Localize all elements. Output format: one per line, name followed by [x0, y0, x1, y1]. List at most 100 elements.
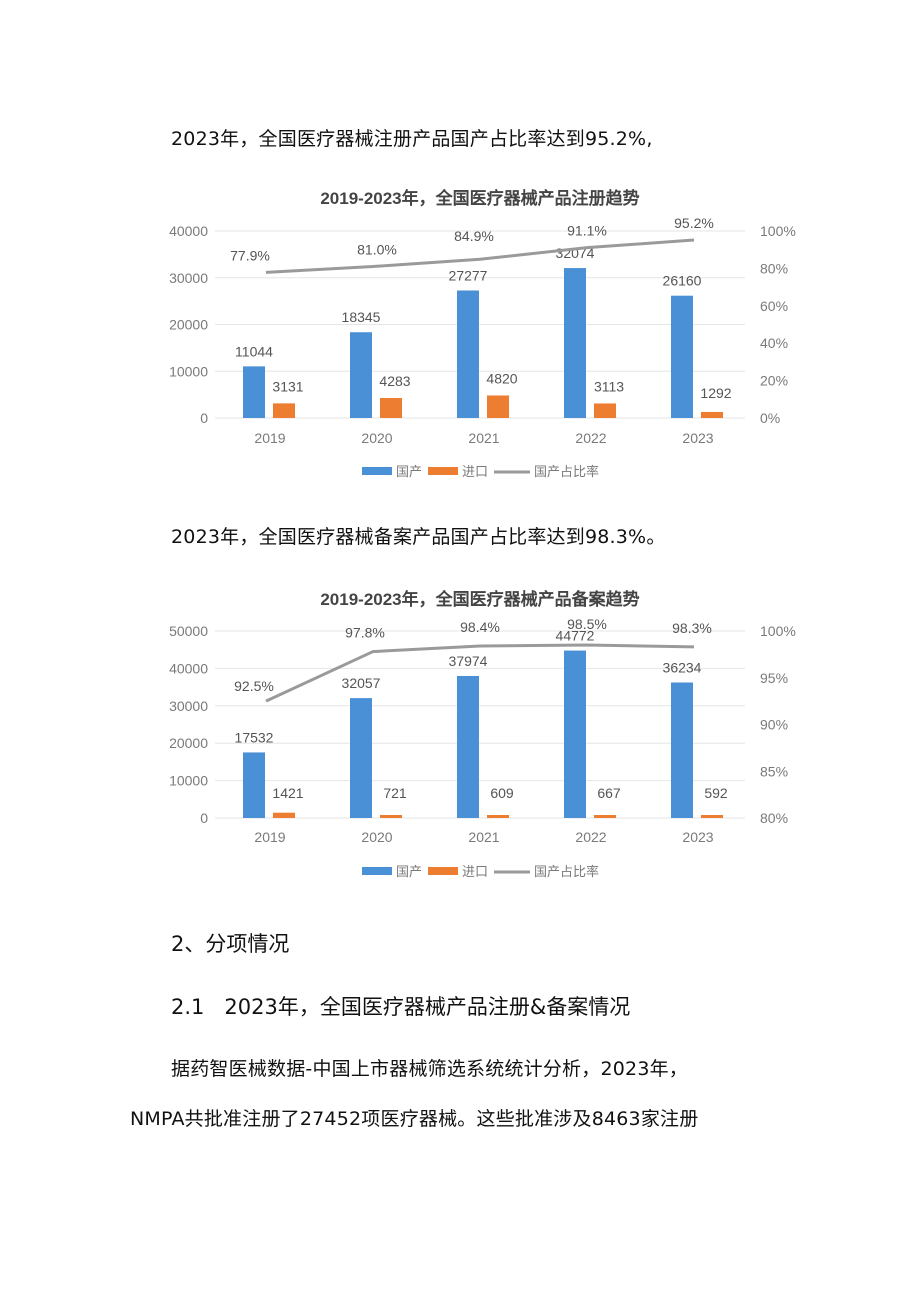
bar-domestic	[243, 752, 265, 818]
ratio-label: 98.5%	[567, 616, 607, 632]
ratio-label: 98.4%	[460, 619, 500, 635]
bar-domestic	[457, 290, 479, 418]
ratio-label: 84.9%	[454, 228, 494, 244]
right-axis-tick: 60%	[760, 298, 788, 314]
ratio-label: 77.9%	[230, 247, 270, 263]
left-axis-tick: 0	[200, 810, 208, 826]
bar-label-domestic: 11044	[235, 343, 273, 359]
bar-label-domestic: 27277	[449, 267, 488, 283]
bar-label-import: 609	[490, 785, 514, 801]
category-label: 2021	[468, 430, 499, 446]
legend-swatch-import	[428, 467, 458, 475]
right-axis-tick: 20%	[760, 373, 788, 389]
bar-import	[487, 815, 509, 818]
bar-import	[701, 815, 723, 818]
bar-label-domestic: 26160	[663, 273, 702, 289]
left-axis-tick: 40000	[169, 660, 208, 676]
bar-label-domestic: 37974	[449, 653, 488, 669]
left-axis-tick: 50000	[169, 623, 208, 639]
bar-domestic	[564, 650, 586, 818]
chart-title: 2019-2023年，全国医疗器械产品备案趋势	[320, 589, 639, 609]
chart-title: 2019-2023年，全国医疗器械产品注册趋势	[320, 188, 639, 208]
bar-domestic	[457, 675, 479, 818]
ratio-label: 95.2%	[674, 215, 714, 231]
bar-domestic	[243, 366, 265, 418]
legend-swatch-domestic	[362, 867, 392, 875]
bar-label-import: 1421	[272, 785, 303, 801]
ratio-label: 92.5%	[234, 678, 274, 694]
ratio-label: 91.1%	[567, 223, 607, 239]
bar-label-import: 721	[383, 785, 407, 801]
bar-label-import: 3113	[594, 378, 624, 394]
bar-domestic	[671, 682, 693, 818]
bar-import	[487, 395, 509, 418]
bar-import	[380, 397, 402, 418]
right-axis-tick: 80%	[760, 260, 788, 276]
bar-label-import: 3131	[272, 378, 303, 394]
legend-swatch-import	[428, 867, 458, 875]
bar-import	[380, 815, 402, 818]
right-axis-tick: 0%	[760, 410, 780, 426]
ratio-label: 97.8%	[345, 625, 385, 641]
left-axis-tick: 0	[200, 410, 208, 426]
ratio-line	[265, 238, 695, 274]
paragraph-analysis-line1: 据药智医械数据-中国上市器械筛选系统统计分析，2023年，	[171, 1058, 689, 1080]
bar-label-domestic: 18345	[342, 309, 381, 325]
category-label: 2020	[361, 829, 392, 845]
category-label: 2020	[361, 430, 392, 446]
left-axis-tick: 10000	[169, 363, 208, 379]
bar-label-domestic: 44772	[556, 628, 595, 644]
legend-label-import: 进口	[462, 464, 488, 479]
bar-import	[273, 812, 295, 818]
category-label: 2022	[575, 430, 606, 446]
right-axis-tick: 40%	[760, 335, 788, 351]
category-label: 2022	[575, 829, 606, 845]
bar-label-import: 1292	[700, 385, 731, 401]
right-axis-tick: 85%	[760, 763, 788, 779]
paragraph-registration-ratio: 2023年，全国医疗器械注册产品国产占比率达到95.2%,	[171, 128, 653, 150]
legend-label-import: 进口	[462, 864, 488, 879]
left-axis-tick: 40000	[169, 223, 208, 239]
bar-import	[594, 403, 616, 418]
left-axis-tick: 10000	[169, 773, 208, 789]
bar-label-import: 4820	[486, 370, 517, 386]
bar-import	[594, 815, 616, 818]
category-label: 2019	[254, 430, 285, 446]
legend-label-domestic: 国产	[396, 464, 422, 479]
bar-label-import: 667	[597, 785, 621, 801]
bar-label-domestic: 36234	[663, 659, 702, 675]
filing-trend-chart: 2019-2023年，全国医疗器械产品备案趋势 0 10000 20000 30000 4…	[169, 589, 796, 879]
bar-domestic	[671, 295, 693, 418]
category-label: 2021	[468, 829, 499, 845]
legend-label-ratio: 国产占比率	[534, 464, 599, 479]
bar-label-domestic: 32057	[342, 675, 381, 691]
bar-domestic	[564, 268, 586, 418]
right-axis-tick: 95%	[760, 670, 788, 686]
bar-label-import: 4283	[379, 373, 410, 389]
bar-import	[701, 411, 723, 418]
bar-label-import: 592	[704, 785, 728, 801]
left-axis-tick: 30000	[169, 698, 208, 714]
category-label: 2023	[682, 430, 713, 446]
legend-swatch-domestic	[362, 467, 392, 475]
bar-label-domestic: 17532	[235, 729, 274, 745]
category-label: 2023	[682, 829, 713, 845]
legend-label-domestic: 国产	[396, 864, 422, 879]
paragraph-filing-ratio: 2023年，全国医疗器械备案产品国产占比率达到98.3%。	[171, 526, 666, 548]
ratio-line	[265, 643, 695, 703]
right-axis-tick: 100%	[760, 623, 796, 639]
ratio-label: 98.3%	[672, 620, 712, 636]
section-heading-2: 2、分项情况	[171, 932, 290, 956]
right-axis-tick: 80%	[760, 810, 788, 826]
bar-domestic	[350, 332, 372, 418]
paragraph-analysis-line2: NMPA共批准注册了27452项医疗器械。这些批准涉及8463家注册	[130, 1108, 699, 1130]
bar-domestic	[350, 698, 372, 818]
left-axis-tick: 20000	[169, 735, 208, 751]
category-label: 2019	[254, 829, 285, 845]
ratio-label: 81.0%	[357, 242, 397, 258]
left-axis-tick: 30000	[169, 270, 208, 286]
bar-import	[273, 403, 295, 418]
right-axis-tick: 100%	[760, 223, 796, 239]
legend-label-ratio: 国产占比率	[534, 864, 599, 879]
section-heading-2-1: 2.1 2023年，全国医疗器械产品注册&备案情况	[171, 995, 631, 1019]
